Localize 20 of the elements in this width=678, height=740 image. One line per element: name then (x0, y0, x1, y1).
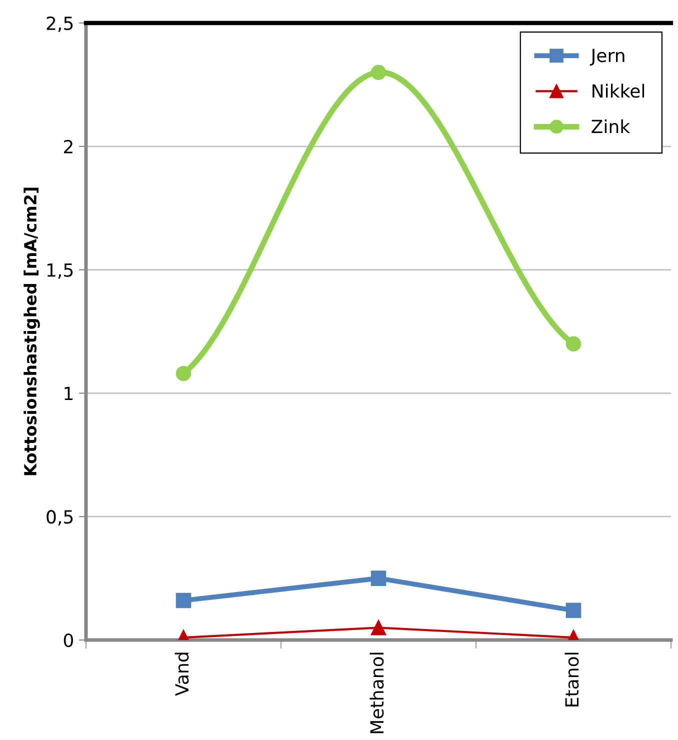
point (566, 602, 582, 618)
x-tick-label: Vand (174, 652, 189, 696)
legend-label: Nikkel (592, 84, 644, 98)
legend-label: Zink (592, 119, 630, 134)
legend-label: Jern (590, 48, 624, 66)
y-tick-label: 2 (64, 140, 72, 154)
y-tick-label: 0 (64, 633, 73, 648)
point (566, 336, 582, 352)
x-tick-label: Etanol (564, 652, 579, 706)
point (176, 592, 192, 608)
point (176, 366, 192, 382)
point (370, 620, 386, 636)
y-tick-label: 2,5 (46, 16, 73, 32)
y-tick-label: 1 (64, 386, 73, 400)
x-tick-label: Methanol (370, 652, 384, 734)
point (370, 570, 386, 586)
point (370, 64, 386, 80)
y-tick-label: 0,5 (46, 510, 73, 526)
y-tick-label: 1,5 (47, 263, 73, 279)
y-axis-title: Kottosionshastighed [mA/cm2] (24, 188, 40, 476)
